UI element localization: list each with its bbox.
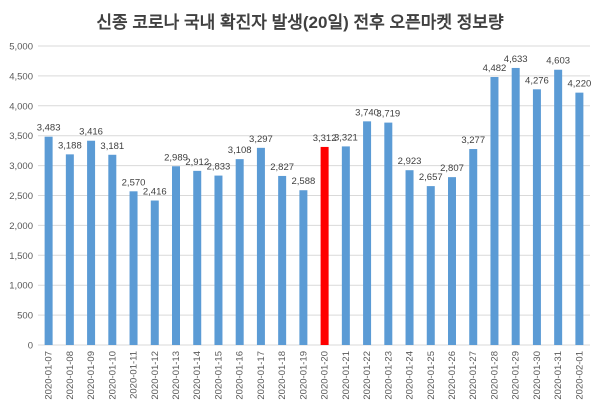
data-label: 3,108: [228, 145, 252, 156]
data-label: 4,220: [567, 79, 591, 90]
y-tick-label: 4,500: [9, 71, 33, 82]
data-label: 3,188: [58, 140, 82, 151]
data-label: 3,297: [249, 134, 273, 145]
data-label: 2,833: [207, 162, 231, 173]
bar: [341, 146, 350, 345]
bar: [65, 154, 74, 345]
bar: [214, 175, 223, 345]
x-tick-label: 2020-02-01: [574, 351, 585, 400]
bar: [235, 159, 244, 345]
bar: [363, 121, 372, 346]
x-tick-label: 2020-01-28: [489, 351, 500, 400]
data-label: 2,416: [143, 187, 167, 198]
y-tick-label: 1,000: [9, 281, 33, 292]
x-tick-label: 2020-01-08: [65, 351, 76, 400]
x-tick-label: 2020-01-30: [532, 351, 543, 400]
bar: [44, 136, 53, 345]
data-label: 2,570: [122, 177, 146, 188]
x-tick-label: 2020-01-15: [213, 351, 224, 400]
bar: [532, 89, 541, 345]
data-label: 3,277: [461, 135, 485, 146]
data-label: 3,740: [355, 107, 379, 118]
y-tick-label: 2,500: [9, 191, 33, 202]
data-label: 2,588: [291, 176, 315, 187]
chart-title: 신종 코로나 국내 확진자 발생(20일) 전후 오픈마켓 정보량: [96, 12, 504, 32]
x-tick-label: 2020-01-26: [447, 351, 458, 400]
x-tick-label: 2020-01-17: [256, 351, 267, 400]
x-tick-label: 2020-01-16: [235, 351, 246, 400]
bar: [490, 76, 499, 345]
data-label: 3,416: [79, 127, 103, 138]
data-label: 3,312: [313, 133, 337, 144]
bar: [405, 170, 414, 345]
data-label: 3,321: [334, 132, 358, 143]
y-tick-label: 3,000: [9, 161, 33, 172]
x-tick-label: 2020-01-18: [277, 351, 288, 400]
bar: [554, 69, 563, 345]
y-tick-label: 1,500: [9, 251, 33, 262]
data-label: 2,923: [398, 156, 422, 167]
x-tick-label: 2020-01-24: [405, 351, 416, 400]
x-tick-label: 2020-01-27: [468, 351, 479, 400]
x-tick-label: 2020-01-11: [129, 351, 140, 399]
bar: [384, 122, 393, 346]
data-label: 2,912: [185, 157, 209, 168]
x-tick-label: 2020-01-21: [341, 351, 352, 400]
data-label: 4,633: [504, 54, 528, 65]
y-tick-label: 4,000: [9, 101, 33, 112]
bar: [448, 177, 456, 345]
data-label: 4,482: [483, 63, 507, 74]
bar: [193, 170, 202, 345]
x-tick-label: 2020-01-13: [171, 351, 182, 400]
bar: [172, 166, 180, 345]
y-tick-label: 2,000: [9, 221, 33, 232]
bar: [129, 191, 138, 345]
y-tick-label: 3,500: [9, 131, 33, 142]
y-tick-label: 500: [17, 311, 33, 322]
bar: [278, 175, 287, 345]
x-tick-label: 2020-01-14: [192, 351, 203, 400]
bar: [575, 92, 584, 345]
x-tick-label: 2020-01-22: [362, 351, 373, 400]
y-tick-label: 0: [28, 341, 33, 352]
data-label: 3,719: [376, 109, 400, 120]
data-label: 2,657: [419, 172, 443, 183]
bar: [150, 200, 159, 345]
data-label: 2,807: [440, 163, 464, 174]
x-tick-label: 2020-01-23: [383, 351, 394, 400]
bar: [469, 149, 478, 345]
bar: [108, 154, 117, 345]
bar: [511, 67, 520, 346]
data-label: 3,483: [37, 123, 61, 134]
x-tick-label: 2020-01-10: [107, 351, 118, 400]
bar: [299, 190, 308, 345]
x-tick-label: 2020-01-12: [150, 351, 161, 400]
x-tick-label: 2020-01-19: [298, 351, 309, 400]
bar: [426, 186, 435, 345]
x-tick-label: 2020-01-31: [553, 351, 564, 400]
x-tick-label: 2020-01-09: [86, 351, 97, 400]
bar: [256, 147, 265, 345]
data-label: 2,989: [164, 152, 188, 163]
x-tick-label: 2020-01-07: [44, 351, 55, 400]
data-label: 4,603: [546, 56, 570, 67]
data-label: 4,276: [525, 75, 549, 86]
y-tick-label: 5,000: [9, 42, 33, 53]
x-tick-label: 2020-01-20: [320, 351, 331, 400]
data-label: 3,181: [100, 141, 124, 152]
data-label: 2,827: [270, 162, 294, 173]
bar: [87, 140, 96, 345]
x-tick-label: 2020-01-25: [426, 351, 437, 400]
x-tick-label: 2020-01-29: [511, 351, 522, 400]
bar: [320, 146, 329, 345]
